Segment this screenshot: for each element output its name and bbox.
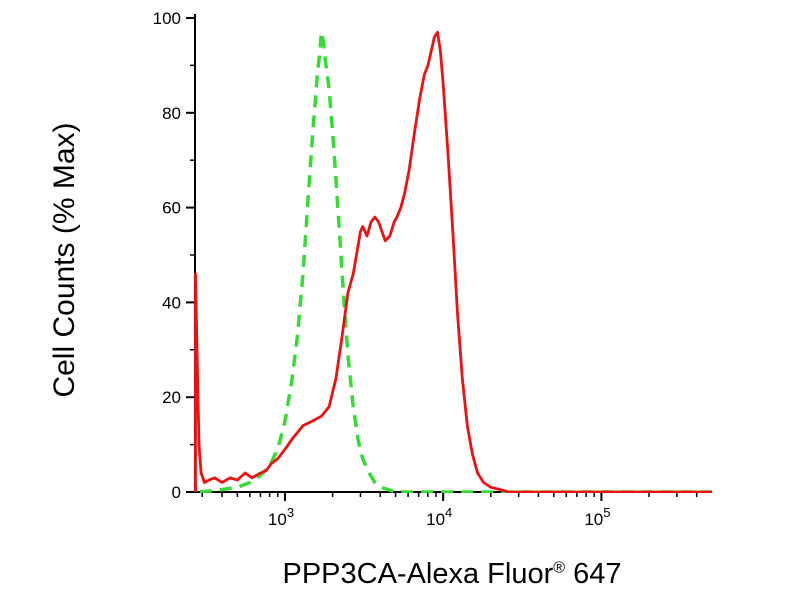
y-tick-label: 80 (162, 104, 181, 123)
control-curve (199, 30, 712, 493)
sample-curve (194, 30, 712, 493)
x-axis-title: PPP3CA-Alexa Fluor® 647 (152, 558, 752, 591)
y-tick-label: 20 (162, 388, 181, 407)
y-axis-title-text: Cell Counts (% Max) (48, 122, 81, 398)
x-tick-label: 105 (584, 505, 610, 529)
x-tick-label: 103 (268, 505, 294, 529)
y-tick-label: 0 (172, 483, 181, 502)
registered-trademark-symbol: ® (553, 559, 566, 577)
y-tick-label: 40 (162, 293, 181, 312)
y-tick-label: 100 (153, 9, 181, 28)
y-axis-title: Cell Counts (% Max) (48, 70, 82, 450)
x-axis-title-text: PPP3CA-Alexa Fluor (282, 558, 554, 590)
x-axis-title-suffix: 647 (565, 558, 622, 590)
y-tick-label: 60 (162, 199, 181, 218)
x-tick-label: 104 (426, 505, 452, 529)
